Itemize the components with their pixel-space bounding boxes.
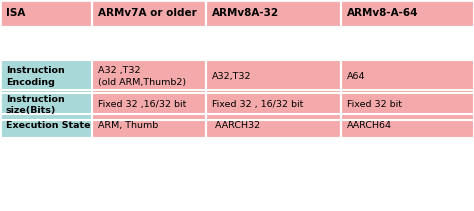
Text: Fixed 32 bit: Fixed 32 bit [347, 100, 402, 110]
Text: A32 ,T32
(old ARM,Thumb2): A32 ,T32 (old ARM,Thumb2) [98, 66, 186, 87]
Text: ARMv8-A-64: ARMv8-A-64 [347, 8, 419, 18]
Bar [0, 0, 92, 27]
Bar [206, 0, 341, 27]
Bar [341, 90, 474, 120]
Bar [92, 90, 206, 120]
Text: Fixed 32 , 16/32 bit: Fixed 32 , 16/32 bit [212, 100, 303, 110]
Bar [341, 60, 474, 93]
Bar [92, 0, 206, 27]
Text: ARMv7A or older: ARMv7A or older [98, 8, 197, 18]
Text: A64: A64 [347, 72, 365, 81]
Bar [206, 114, 341, 138]
Bar [206, 60, 341, 93]
Bar [0, 90, 92, 120]
Text: ISA: ISA [6, 8, 25, 18]
Bar [92, 114, 206, 138]
Text: Instruction
size(Bits): Instruction size(Bits) [6, 95, 64, 115]
Text: Fixed 32 ,16/32 bit: Fixed 32 ,16/32 bit [98, 100, 186, 110]
Text: AARCH64: AARCH64 [347, 121, 392, 130]
Bar [92, 60, 206, 93]
Text: ARMv8A-32: ARMv8A-32 [212, 8, 279, 18]
Text: A32,T32: A32,T32 [212, 72, 251, 81]
Bar [0, 60, 92, 93]
Text: Instruction
Encoding: Instruction Encoding [6, 66, 64, 87]
Bar [341, 0, 474, 27]
Bar [206, 90, 341, 120]
Bar [341, 114, 474, 138]
Text: AARCH32: AARCH32 [212, 121, 260, 130]
Text: ARM, Thumb: ARM, Thumb [98, 121, 158, 130]
Text: Execution State: Execution State [6, 121, 90, 130]
Bar [0, 114, 92, 138]
